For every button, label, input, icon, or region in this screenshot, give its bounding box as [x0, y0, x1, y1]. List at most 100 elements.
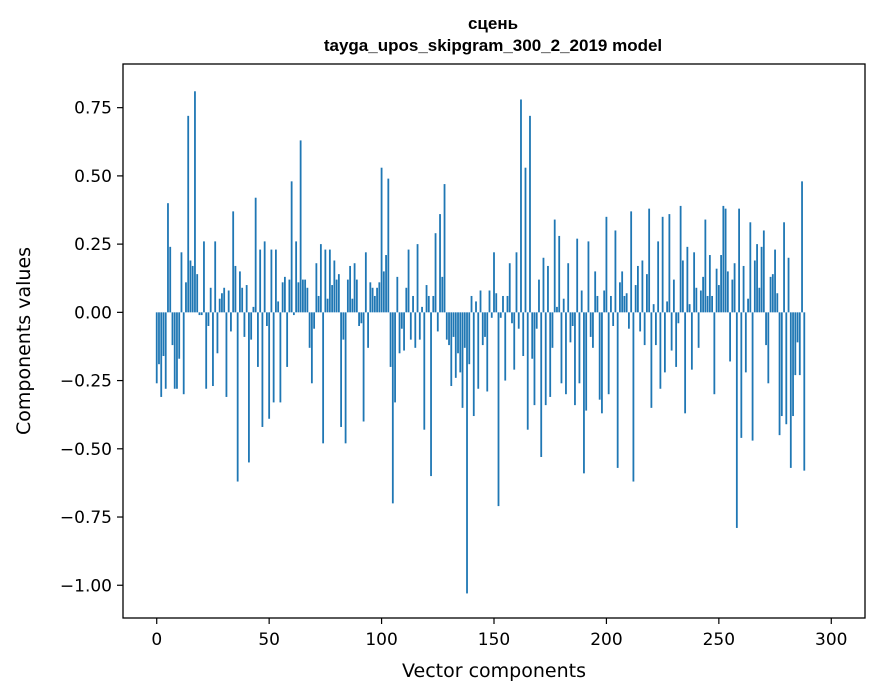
bar [630, 211, 633, 313]
bar [486, 312, 489, 392]
bar [270, 249, 273, 313]
bar [212, 312, 214, 387]
bar [583, 312, 585, 474]
bar [414, 312, 417, 348]
bar [178, 312, 181, 359]
bar [434, 233, 437, 313]
bar [360, 312, 363, 324]
bar [389, 312, 392, 367]
bar [641, 260, 644, 313]
bar [544, 312, 547, 406]
bar [628, 312, 630, 329]
x-tick-label: 100 [365, 630, 397, 650]
bar [637, 265, 639, 313]
bar [225, 312, 228, 397]
y-tick-label: −0.75 [60, 508, 112, 528]
bar [562, 298, 565, 313]
bar [549, 312, 552, 397]
bar [171, 312, 174, 346]
bar [189, 260, 192, 313]
bar [313, 312, 316, 329]
bar [281, 282, 284, 313]
bar [297, 282, 300, 313]
bar [769, 276, 772, 313]
bar [443, 184, 446, 313]
bar [423, 312, 426, 430]
bar [565, 312, 567, 395]
bar [445, 312, 448, 340]
bar [340, 312, 342, 427]
bar [207, 312, 210, 326]
bar [403, 312, 405, 351]
bar [587, 241, 590, 313]
bar [720, 255, 722, 313]
bar [774, 249, 776, 313]
bar [756, 244, 758, 313]
bar [801, 181, 803, 313]
bar [502, 295, 504, 313]
bar [693, 252, 696, 313]
bar [301, 279, 304, 313]
bar [351, 298, 354, 313]
bar [553, 219, 556, 313]
bar [780, 312, 783, 417]
bar [547, 265, 549, 313]
bar [266, 312, 268, 326]
bar [205, 312, 208, 389]
bar [223, 287, 226, 313]
bar [169, 246, 172, 313]
bar [551, 312, 554, 348]
bar [346, 279, 349, 313]
bar [299, 140, 302, 313]
bar [679, 205, 682, 313]
bar [497, 312, 500, 507]
bar [765, 312, 767, 346]
bar [304, 279, 307, 313]
bar [663, 312, 666, 373]
bar [605, 216, 608, 313]
bar [733, 263, 736, 313]
bar [706, 295, 709, 313]
bar [580, 290, 583, 313]
bar [789, 312, 792, 468]
bar [531, 312, 534, 359]
bar [596, 295, 599, 313]
bar [540, 312, 543, 457]
bar [430, 312, 432, 477]
bar [625, 293, 628, 313]
bar [218, 298, 221, 313]
bar [481, 312, 484, 346]
bar [452, 312, 455, 337]
bar [722, 205, 725, 313]
bar [571, 312, 574, 326]
bar [261, 312, 264, 427]
bar [708, 255, 711, 313]
bar [203, 241, 205, 313]
x-tick-label: 250 [703, 630, 735, 650]
bar [646, 274, 648, 313]
bar [511, 312, 513, 324]
bar [185, 282, 187, 313]
bar [560, 312, 563, 384]
bar [436, 312, 439, 332]
bar [394, 312, 396, 403]
bar [317, 295, 320, 313]
y-axis-label: Components values [13, 247, 35, 435]
bar [803, 312, 806, 471]
bar [760, 246, 763, 313]
bar [279, 312, 282, 403]
bar [472, 312, 475, 417]
bar [731, 279, 734, 313]
bar [268, 312, 271, 419]
bar [182, 312, 185, 395]
bar [173, 312, 176, 389]
bar [160, 312, 163, 397]
bar [558, 235, 561, 313]
bar [659, 312, 662, 389]
bar [167, 203, 169, 313]
bar [747, 298, 749, 313]
bar [470, 295, 473, 313]
bar [488, 290, 491, 313]
bar [533, 312, 536, 406]
